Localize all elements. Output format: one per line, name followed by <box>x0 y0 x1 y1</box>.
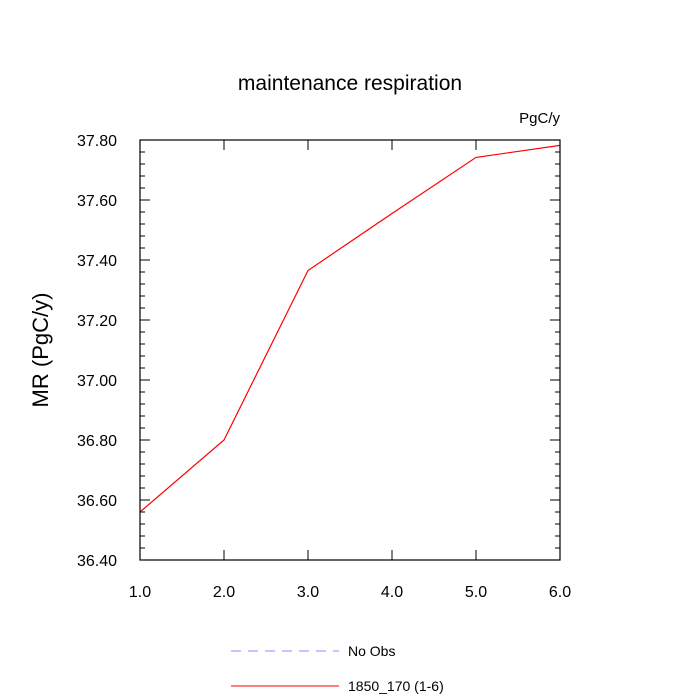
x-tick-label: 1.0 <box>129 584 151 601</box>
legend-label-series: 1850_170 (1-6) <box>348 678 444 694</box>
x-tick-label: 4.0 <box>381 584 403 601</box>
y-tick-label: 36.40 <box>77 553 117 570</box>
y-tick-label: 37.20 <box>77 313 117 330</box>
y-tick-label: 37.80 <box>77 133 117 150</box>
x-tick-labels: 1.0 2.0 3.0 4.0 5.0 6.0 <box>129 584 571 601</box>
y-tick-label: 36.80 <box>77 433 117 450</box>
legend-label-no-obs: No Obs <box>348 643 395 659</box>
units-label: PgC/y <box>519 110 560 127</box>
series-line-0 <box>139 144 561 513</box>
x-tick-label: 6.0 <box>549 584 571 601</box>
x-tick-label: 5.0 <box>465 584 487 601</box>
y-tick-label: 37.00 <box>77 373 117 390</box>
series-lines <box>139 144 561 513</box>
y-tick-label: 37.60 <box>77 193 117 210</box>
y-axis-label: MR (PgC/y) <box>28 293 53 408</box>
legend: No Obs 1850_170 (1-6) <box>231 643 444 694</box>
chart-title: maintenance respiration <box>238 72 462 95</box>
y-tick-label: 37.40 <box>77 253 117 270</box>
plot-frame <box>139 139 561 561</box>
x-tick-label: 3.0 <box>297 584 319 601</box>
y-tick-labels: 36.40 36.60 36.80 37.00 37.20 37.40 37.60 37.80 <box>77 133 117 570</box>
y-tick-label: 36.60 <box>77 493 117 510</box>
x-tick-label: 2.0 <box>213 584 235 601</box>
axis-ticks <box>139 139 561 561</box>
